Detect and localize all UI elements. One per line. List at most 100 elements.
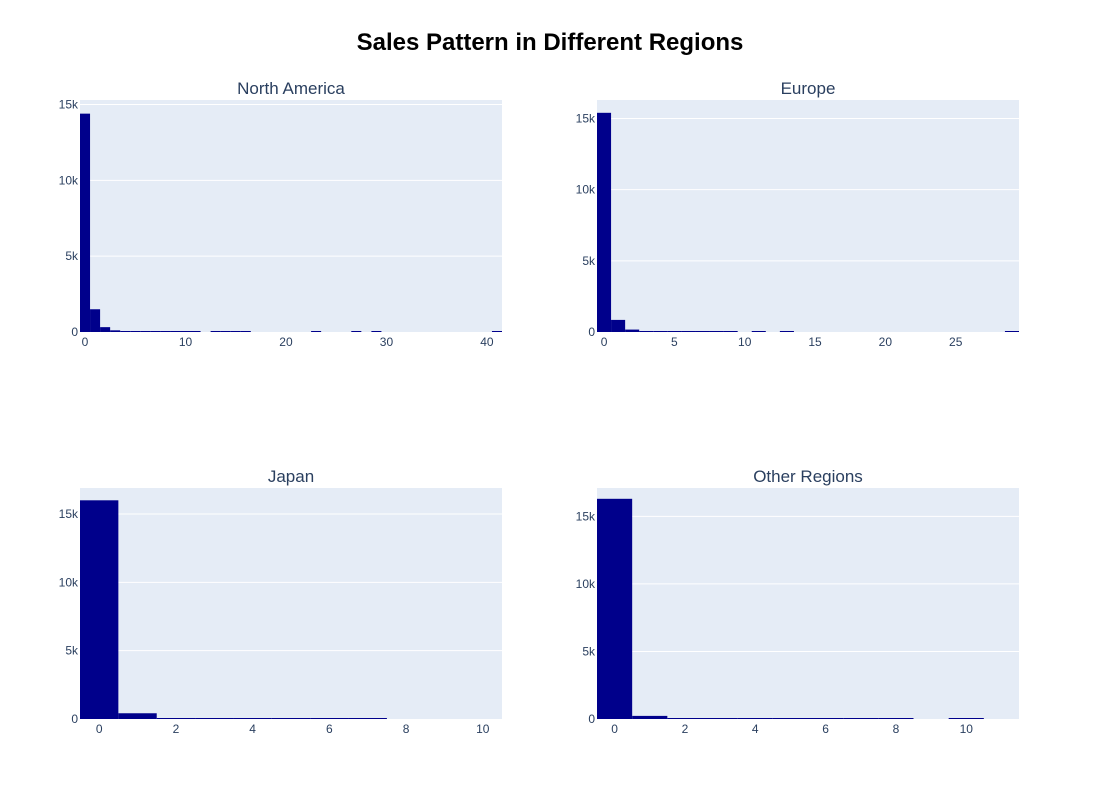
histogram-bar	[737, 718, 773, 719]
x-tick-label: 2	[173, 722, 180, 736]
histogram-bar	[597, 498, 633, 719]
x-tick-label: 0	[601, 335, 608, 349]
subplot-3: 0 5k 10k 15k 0 2 4 6 8 10 Japan	[59, 467, 502, 736]
histogram-bar	[140, 331, 151, 332]
histogram-bar	[667, 331, 682, 332]
x-tick-label: 30	[380, 335, 394, 349]
histogram-bar	[110, 330, 121, 332]
histogram-bar	[310, 718, 349, 719]
histogram-bar	[150, 331, 161, 332]
histogram-bar	[597, 112, 612, 332]
histogram-bar	[80, 113, 91, 332]
histogram-bar	[190, 331, 201, 332]
histogram-bar	[230, 331, 241, 332]
histogram-bar	[639, 331, 654, 332]
histogram-bar	[170, 331, 181, 332]
x-tick-label: 8	[403, 722, 410, 736]
y-tick-label: 0	[71, 712, 78, 726]
y-tick-label: 5k	[65, 249, 79, 263]
plot-area	[80, 488, 502, 719]
histogram-bar	[348, 718, 387, 719]
x-tick-label: 0	[82, 335, 89, 349]
y-tick-label: 15k	[59, 507, 79, 521]
histogram-bar	[240, 331, 251, 332]
y-tick-label: 0	[71, 325, 78, 339]
histogram-bar	[80, 500, 119, 719]
histogram-bar	[180, 331, 191, 332]
histogram-bar	[681, 331, 696, 332]
x-tick-label: 10	[476, 722, 490, 736]
histogram-bar	[625, 329, 640, 332]
x-tick-label: 2	[682, 722, 689, 736]
x-tick-label: 40	[480, 335, 494, 349]
plot-area	[80, 100, 502, 332]
subplot-4: 0 5k 10k 15k 0 2 4 6 8 10 Other Regions	[576, 467, 1019, 736]
x-tick-label: 0	[96, 722, 103, 736]
y-tick-label: 10k	[59, 575, 79, 589]
plot-area	[597, 488, 1019, 719]
y-tick-label: 10k	[59, 173, 79, 187]
subplot-title: Other Regions	[753, 467, 863, 486]
x-tick-label: 5	[671, 335, 678, 349]
histogram-bar	[843, 718, 879, 719]
histogram-bar	[351, 331, 362, 332]
histogram-bar	[311, 331, 322, 332]
histogram-bar	[667, 718, 703, 719]
histogram-bar	[653, 331, 668, 332]
subplot-2: 0 5k 10k 15k 0 5 10 15 20 25 Europe	[576, 79, 1019, 349]
x-tick-label: 0	[611, 722, 618, 736]
x-tick-label: 4	[752, 722, 759, 736]
histogram-bar	[271, 718, 311, 719]
histogram-bar	[751, 331, 766, 332]
x-tick-label: 15	[808, 335, 822, 349]
x-tick-label: 20	[279, 335, 293, 349]
histogram-bar	[948, 718, 984, 719]
histogram-bar	[808, 718, 844, 719]
subplot-title: Europe	[781, 79, 836, 98]
histogram-bar	[130, 331, 141, 332]
y-tick-label: 10k	[576, 183, 596, 197]
histogram-bar	[491, 331, 502, 332]
histogram-bar	[772, 718, 808, 719]
y-tick-label: 5k	[65, 644, 79, 658]
histogram-bar	[118, 713, 157, 719]
histogram-bar	[233, 718, 272, 719]
subplot-1: 0 5k 10k 15k 0 10 20 30 40 North America	[59, 79, 502, 349]
histogram-bar	[160, 331, 171, 332]
histogram-bar	[90, 309, 101, 332]
histogram-bar	[220, 331, 231, 332]
x-tick-label: 6	[326, 722, 333, 736]
histogram-bar	[709, 331, 724, 332]
x-tick-label: 10	[179, 335, 193, 349]
y-tick-label: 15k	[59, 98, 79, 112]
y-tick-label: 5k	[582, 254, 596, 268]
histogram-bar	[371, 331, 382, 332]
y-tick-label: 10k	[576, 577, 596, 591]
y-tick-label: 15k	[576, 112, 596, 126]
x-tick-label: 8	[893, 722, 900, 736]
y-tick-label: 15k	[576, 509, 596, 523]
figure-title: Sales Pattern in Different Regions	[357, 29, 744, 56]
histogram-bar	[100, 327, 111, 332]
subplot-title: Japan	[268, 467, 314, 486]
plot-area	[597, 100, 1019, 332]
histogram-bar	[1004, 331, 1019, 332]
histogram-bar	[195, 718, 234, 719]
x-tick-label: 20	[879, 335, 893, 349]
histogram-bar	[210, 331, 221, 332]
histogram-bar	[156, 718, 196, 719]
subplot-title: North America	[237, 79, 345, 98]
x-tick-label: 25	[949, 335, 963, 349]
histogram-bar	[695, 331, 710, 332]
y-tick-label: 5k	[582, 644, 596, 658]
y-tick-label: 0	[588, 712, 595, 726]
histogram-bar	[120, 331, 131, 332]
x-tick-label: 6	[822, 722, 829, 736]
histogram-bar	[702, 718, 738, 719]
histogram-bar	[723, 331, 738, 332]
histogram-bar	[632, 715, 668, 719]
x-tick-label: 10	[960, 722, 974, 736]
